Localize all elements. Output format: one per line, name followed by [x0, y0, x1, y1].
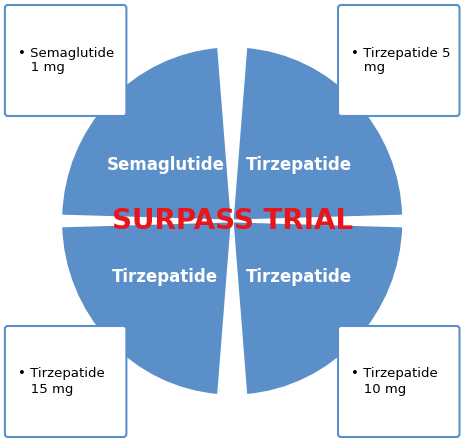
Text: Tirzepatide: Tirzepatide: [112, 268, 219, 286]
Wedge shape: [61, 46, 232, 221]
FancyBboxPatch shape: [338, 326, 459, 437]
Text: • Tirzepatide
   15 mg: • Tirzepatide 15 mg: [18, 367, 104, 396]
Text: • Tirzepatide 5
   mg: • Tirzepatide 5 mg: [351, 46, 450, 75]
Text: Tirzepatide: Tirzepatide: [246, 268, 352, 286]
Text: • Tirzepatide
   10 mg: • Tirzepatide 10 mg: [351, 367, 438, 396]
Text: Tirzepatide: Tirzepatide: [246, 156, 352, 174]
Text: Semaglutide: Semaglutide: [106, 156, 224, 174]
Text: • Semaglutide
   1 mg: • Semaglutide 1 mg: [18, 46, 114, 75]
Wedge shape: [232, 221, 403, 396]
FancyBboxPatch shape: [338, 5, 459, 116]
Wedge shape: [232, 46, 403, 221]
Text: SURPASS TRIAL: SURPASS TRIAL: [112, 207, 353, 235]
Wedge shape: [61, 221, 232, 396]
FancyBboxPatch shape: [5, 326, 127, 437]
FancyBboxPatch shape: [5, 5, 127, 116]
